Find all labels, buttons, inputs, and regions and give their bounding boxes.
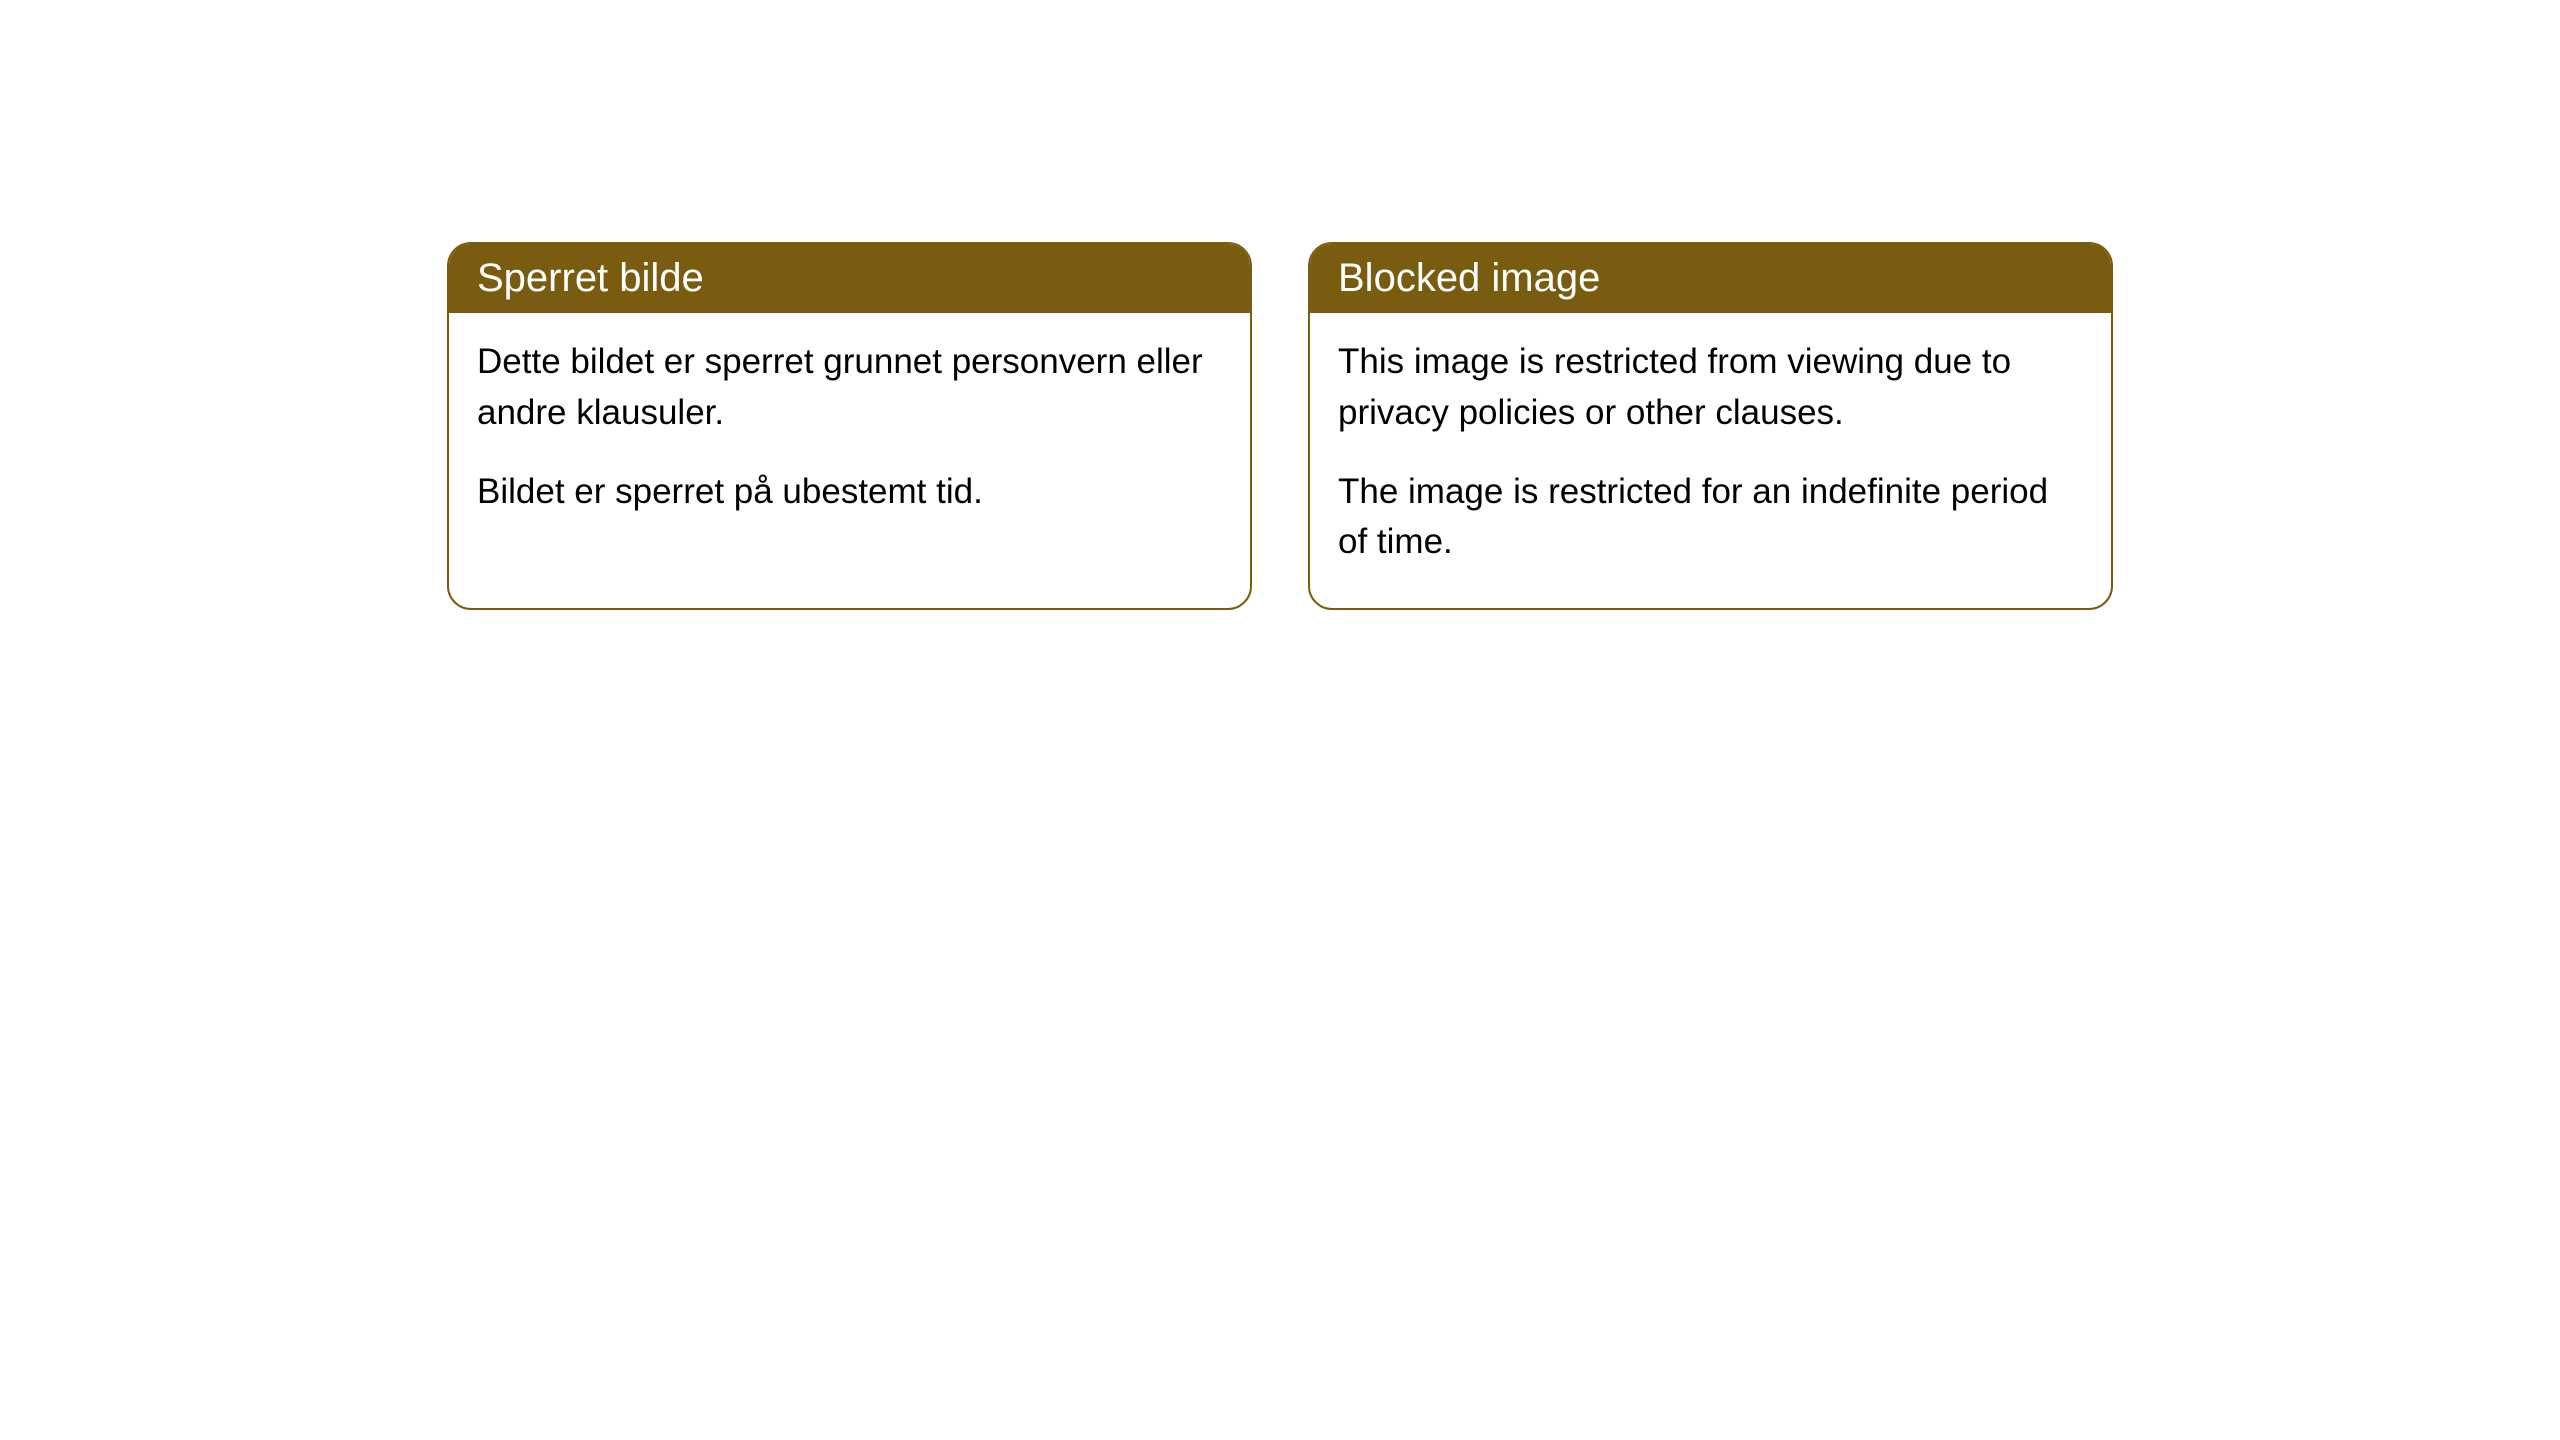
card-body: This image is restricted from viewing du… xyxy=(1310,313,2111,608)
card-header: Sperret bilde xyxy=(449,244,1250,313)
blocked-image-card-no: Sperret bilde Dette bildet er sperret gr… xyxy=(447,242,1252,610)
card-paragraph: Bildet er sperret på ubestemt tid. xyxy=(477,467,1222,518)
card-paragraph: The image is restricted for an indefinit… xyxy=(1338,467,2083,569)
card-title: Blocked image xyxy=(1338,256,1600,300)
card-header: Blocked image xyxy=(1310,244,2111,313)
card-paragraph: Dette bildet er sperret grunnet personve… xyxy=(477,337,1222,439)
card-title: Sperret bilde xyxy=(477,256,704,300)
blocked-image-card-en: Blocked image This image is restricted f… xyxy=(1308,242,2113,610)
notice-cards-container: Sperret bilde Dette bildet er sperret gr… xyxy=(447,242,2560,610)
card-paragraph: This image is restricted from viewing du… xyxy=(1338,337,2083,439)
card-body: Dette bildet er sperret grunnet personve… xyxy=(449,313,1250,557)
